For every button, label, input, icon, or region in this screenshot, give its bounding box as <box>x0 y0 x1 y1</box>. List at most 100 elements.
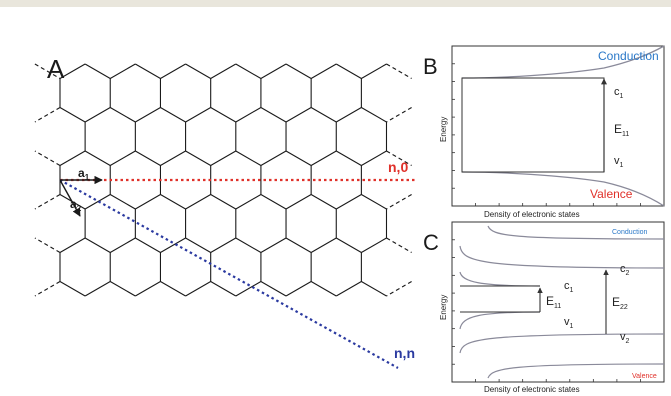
lattice-bond <box>210 237 237 253</box>
panel-b-axes-frame <box>451 45 665 207</box>
panel-c-conduction-label: Conduction <box>612 229 648 236</box>
lattice-bond <box>235 237 262 253</box>
lattice-bond <box>361 237 387 253</box>
lattice-bond <box>34 63 61 79</box>
armchair-direction-line <box>59 179 399 369</box>
lattice-bond <box>59 237 86 253</box>
zigzag-label: n,0 <box>388 159 408 175</box>
panel-b-e11-label: E11 <box>614 122 629 138</box>
lattice-bond <box>260 150 287 166</box>
lattice-bond <box>160 63 186 79</box>
panel-a-label: A <box>47 54 65 84</box>
lattice-bond <box>260 63 287 79</box>
panel-c-ylabel: Energy <box>439 295 448 320</box>
lattice-bond <box>160 281 186 297</box>
lattice-bond <box>160 150 186 166</box>
lattice-bond <box>160 107 186 123</box>
lattice-bond <box>260 194 287 210</box>
lattice-bond <box>235 194 262 210</box>
lattice-bond <box>135 107 161 123</box>
lattice-bond <box>285 237 312 253</box>
panel-a: A a1 a2 n,0 n,n <box>34 54 415 369</box>
panel-c-van-hove-c2 <box>459 245 665 269</box>
lattice-bond <box>109 237 136 253</box>
panel-c-ticks <box>452 239 641 382</box>
lattice-bond <box>34 107 61 123</box>
lattice-bond <box>285 281 312 297</box>
panel-c-c1-label: c1 <box>564 280 574 294</box>
lattice-bond <box>34 150 61 166</box>
lattice-bond <box>84 107 111 123</box>
panel-b-valence-curve <box>461 171 665 207</box>
panel-c-e11-label: E11 <box>546 294 561 310</box>
lattice-bond <box>34 281 61 297</box>
lattice-bond <box>386 194 412 210</box>
lattice-bond <box>235 150 262 166</box>
lattice-bond <box>185 107 211 123</box>
lattice-bond <box>84 194 111 210</box>
lattice-bond <box>335 63 362 79</box>
panel-c-van-hove-v3 <box>487 363 665 379</box>
panel-b-ticks <box>452 63 641 206</box>
lattice-bond <box>235 281 262 297</box>
lattice-bond <box>59 107 86 123</box>
vector-a2-label: a2 <box>70 197 82 213</box>
lattice-bond <box>210 281 237 297</box>
lattice-bond <box>386 63 412 79</box>
lattice-bond <box>310 63 337 79</box>
panel-b: B Conduction Valence c1 v1 E11 Energy De… <box>423 45 665 219</box>
lattice-bond <box>310 150 337 166</box>
panel-c-v1-label: v1 <box>564 316 574 330</box>
lattice-bond <box>386 150 412 166</box>
lattice-bond <box>310 194 337 210</box>
lattice-bond <box>185 281 211 297</box>
panel-b-conduction-label: Conduction <box>598 49 659 63</box>
panel-c-e22-label: E22 <box>612 295 628 311</box>
lattice-bond <box>210 107 237 123</box>
lattice-bond <box>160 237 186 253</box>
vector-a1-label: a1 <box>78 166 90 182</box>
lattice-bond <box>109 63 136 79</box>
lattice-bond <box>135 150 161 166</box>
panel-c-van-hove-c1 <box>459 271 541 287</box>
panel-b-c1-label: c1 <box>614 86 624 100</box>
lattice-bond <box>59 281 86 297</box>
lattice-bond <box>185 194 211 210</box>
lattice-bond <box>109 194 136 210</box>
panel-c-van-hove-c3 <box>487 225 665 240</box>
lattice-bond <box>210 194 237 210</box>
lattice-bond <box>59 150 86 166</box>
lattice-bond <box>285 63 312 79</box>
lattice-bond <box>260 107 287 123</box>
lattice-bond <box>135 237 161 253</box>
lattice-bond <box>361 63 387 79</box>
lattice-bond <box>210 63 237 79</box>
panel-c-c2-label: c2 <box>620 263 630 277</box>
lattice-bond <box>260 237 287 253</box>
lattice-bond <box>361 194 387 210</box>
lattice-bond <box>185 237 211 253</box>
vector-a2-arrow <box>59 179 81 217</box>
lattice-bond <box>285 107 312 123</box>
lattice-bond <box>160 194 186 210</box>
panel-b-conduction-curve <box>461 45 665 79</box>
panel-c-van-hove-v1 <box>459 311 541 330</box>
panel-c-van-hove-v2 <box>459 333 665 354</box>
lattice-bond <box>34 194 61 210</box>
armchair-label: n,n <box>394 345 415 361</box>
lattice-bond <box>185 150 211 166</box>
panel-c-v2-label: v2 <box>620 331 630 345</box>
lattice-bond <box>84 150 111 166</box>
panel-c: C Conduction Valence c1 v1 c2 v2 E11 E22… <box>423 221 665 394</box>
lattice-bond <box>84 237 111 253</box>
lattice-bond <box>185 63 211 79</box>
lattice-bond <box>335 237 362 253</box>
lattice-bond <box>109 107 136 123</box>
lattice-bond <box>59 63 86 79</box>
lattice-bond <box>335 150 362 166</box>
lattice-bond <box>310 107 337 123</box>
panel-c-axes-frame <box>451 221 665 383</box>
lattice-bond <box>135 194 161 210</box>
lattice-bond <box>84 63 111 79</box>
